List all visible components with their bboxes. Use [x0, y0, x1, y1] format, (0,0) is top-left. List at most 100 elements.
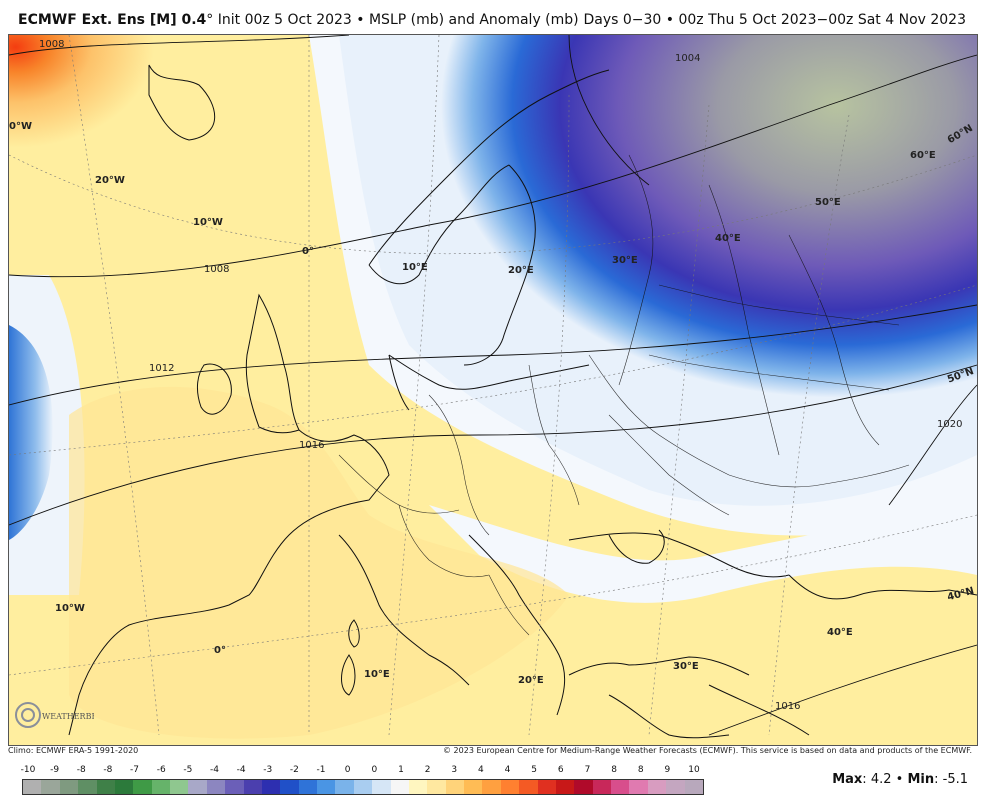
- colorbar-tick-label: 3: [451, 765, 458, 775]
- colorbar-swatch: [408, 780, 428, 794]
- weatherbell-logo: WEATHERBELL: [14, 698, 109, 732]
- contour-label-1004: 1004: [675, 53, 700, 64]
- colorbar-tick-label: 4: [504, 765, 511, 775]
- lon-label: 50°E: [815, 197, 841, 208]
- west-negative-anomaly: [9, 325, 53, 540]
- separator: •: [895, 772, 904, 787]
- isobars: [9, 35, 977, 736]
- contour-label-1008-nw: 1008: [39, 39, 64, 50]
- colorbar-swatch: [647, 780, 667, 794]
- country-borders: [338, 154, 910, 636]
- colorbar-swatch: [41, 780, 60, 794]
- colorbar-swatch: [298, 780, 317, 794]
- negative-anomaly-region: [339, 35, 977, 506]
- colorbar-tick-label: 7: [584, 765, 591, 775]
- colorbar-tick-label: 4: [478, 765, 484, 775]
- contour-label-1016-se: 1016: [775, 701, 800, 712]
- lon-label: 10°W: [193, 217, 223, 228]
- valid-period: Days 0−30 • 00z Thu 5 Oct 2023−00z Sat 4…: [583, 12, 966, 28]
- colorbar-swatch: [372, 780, 391, 794]
- colorbar-swatch: [353, 780, 373, 794]
- colorbar-swatch: [574, 780, 593, 794]
- contour-label-1012: 1012: [149, 363, 174, 374]
- colorbar-swatch: [666, 780, 685, 794]
- graticule: [9, 35, 977, 736]
- swirl-inner-icon: [21, 708, 35, 722]
- colorbar-tick-label: 8: [637, 765, 644, 775]
- colorbar-swatch: [684, 780, 703, 794]
- colorbar-swatch: [555, 780, 575, 794]
- max-value: 4.2: [870, 772, 892, 787]
- colorbar-tick-label: 0: [344, 765, 351, 775]
- colorbar-swatch: [225, 780, 244, 794]
- colorbar-tick-label: -2: [289, 765, 299, 775]
- colorbar-swatch: [206, 780, 226, 794]
- contour-label-1016: 1016: [299, 440, 324, 451]
- colorbar-tick-label: -7: [130, 765, 140, 775]
- title-bold: ECMWF Ext. Ens [M] 0.4: [18, 12, 207, 28]
- lon-label: 30°E: [673, 661, 699, 672]
- colorbar-swatch: [317, 780, 336, 794]
- colorbar-swatch: [500, 780, 520, 794]
- map-title: ECMWF Ext. Ens [M] 0.4° Init 00z 5 Oct 2…: [18, 12, 579, 28]
- colorbar-swatch: [151, 780, 170, 794]
- colorbar-swatch: [537, 780, 556, 794]
- max-label: Max: [832, 772, 863, 787]
- colorbar-swatch: [335, 780, 354, 794]
- colorbar-tick-label: -3: [263, 765, 273, 775]
- colorbar-tick-label: 10: [688, 765, 700, 775]
- colorbar-tick-label: -1: [316, 765, 326, 775]
- coastlines: [68, 64, 977, 739]
- map-canvas: 1008 1004 1008 1012 1016 1020 1016 0°W 2…: [9, 35, 977, 745]
- min-value: -5.1: [942, 772, 968, 787]
- colorbar-tick-label: 6: [557, 765, 564, 775]
- copyright-credit: © 2023 European Centre for Medium-Range …: [443, 746, 972, 755]
- map-panel[interactable]: 1008 1004 1008 1012 1016 1020 1016 0°W 2…: [8, 34, 978, 746]
- logo-text: WEATHERBELL: [42, 712, 94, 721]
- colorbar-tick-label: 1: [398, 765, 404, 775]
- colorbar-swatch: [482, 780, 501, 794]
- lon-label: 60°E: [910, 150, 936, 161]
- colorbar-swatch: [390, 780, 409, 794]
- graticule-labels: 0°W 20°W 10°W 0° 10°E 20°E 30°E 40°E 50°…: [9, 121, 975, 686]
- colorbar-swatch: [96, 780, 115, 794]
- lon-label: 40°E: [827, 627, 853, 638]
- colorbar-tick-label: -6: [156, 765, 166, 775]
- positive-anomaly-region: [9, 35, 339, 275]
- colorbar-tick-label: 8: [611, 765, 617, 775]
- colorbar-tick-label: 2: [424, 765, 431, 775]
- colorbar-swatch: [23, 780, 42, 794]
- colorbar-swatch: [188, 780, 207, 794]
- lon-label: 10°E: [402, 262, 428, 273]
- colorbar-tick-label: 9: [664, 765, 671, 775]
- europe-positive-anomaly: [69, 386, 569, 739]
- colorbar-swatch: [445, 780, 464, 794]
- lon-label: 10°W: [55, 603, 85, 614]
- lon-label: 20°E: [508, 265, 534, 276]
- min-label: Min: [907, 772, 935, 787]
- lon-label: 0°W: [9, 121, 32, 132]
- contour-label-1008: 1008: [204, 264, 229, 275]
- colorbar-swatch: [78, 780, 97, 794]
- colorbar-ticks: -10 -9 -8 -8 -7 -6 -5 -4 -4 -3 -2 -1 0 0 1 2 3 4 4 5 6 7 8 8 9 10: [16, 765, 708, 777]
- colorbar-swatch: [170, 780, 189, 794]
- colorbar-swatch: [59, 780, 79, 794]
- lon-label: 0°: [214, 645, 226, 656]
- colorbar-swatch: [427, 780, 446, 794]
- title-rest: ° Init 00z 5 Oct 2023 • MSLP (mb) and An…: [206, 12, 579, 28]
- colorbar-tick-label: -10: [20, 765, 36, 775]
- colorbar-swatch: [280, 780, 299, 794]
- colorbar-tick-label: -4: [209, 765, 219, 775]
- colorbar-swatch: [611, 780, 630, 794]
- logo-mark: WEATHERBELL: [15, 702, 109, 728]
- colorbar-swatch: [592, 780, 611, 794]
- colorbar-swatch: [114, 780, 134, 794]
- colorbar-tick-label: 5: [531, 765, 538, 775]
- colorbar-tick-label: -8: [103, 765, 113, 775]
- colorbar-tick-label: -4: [236, 765, 246, 775]
- colorbar-swatch: [629, 780, 648, 794]
- contour-label-1020: 1020: [937, 419, 962, 430]
- colorbar-swatch: [261, 780, 281, 794]
- max-min-readout: Max: 4.2 • Min: -5.1: [832, 772, 968, 787]
- lon-label: 20°W: [95, 175, 125, 186]
